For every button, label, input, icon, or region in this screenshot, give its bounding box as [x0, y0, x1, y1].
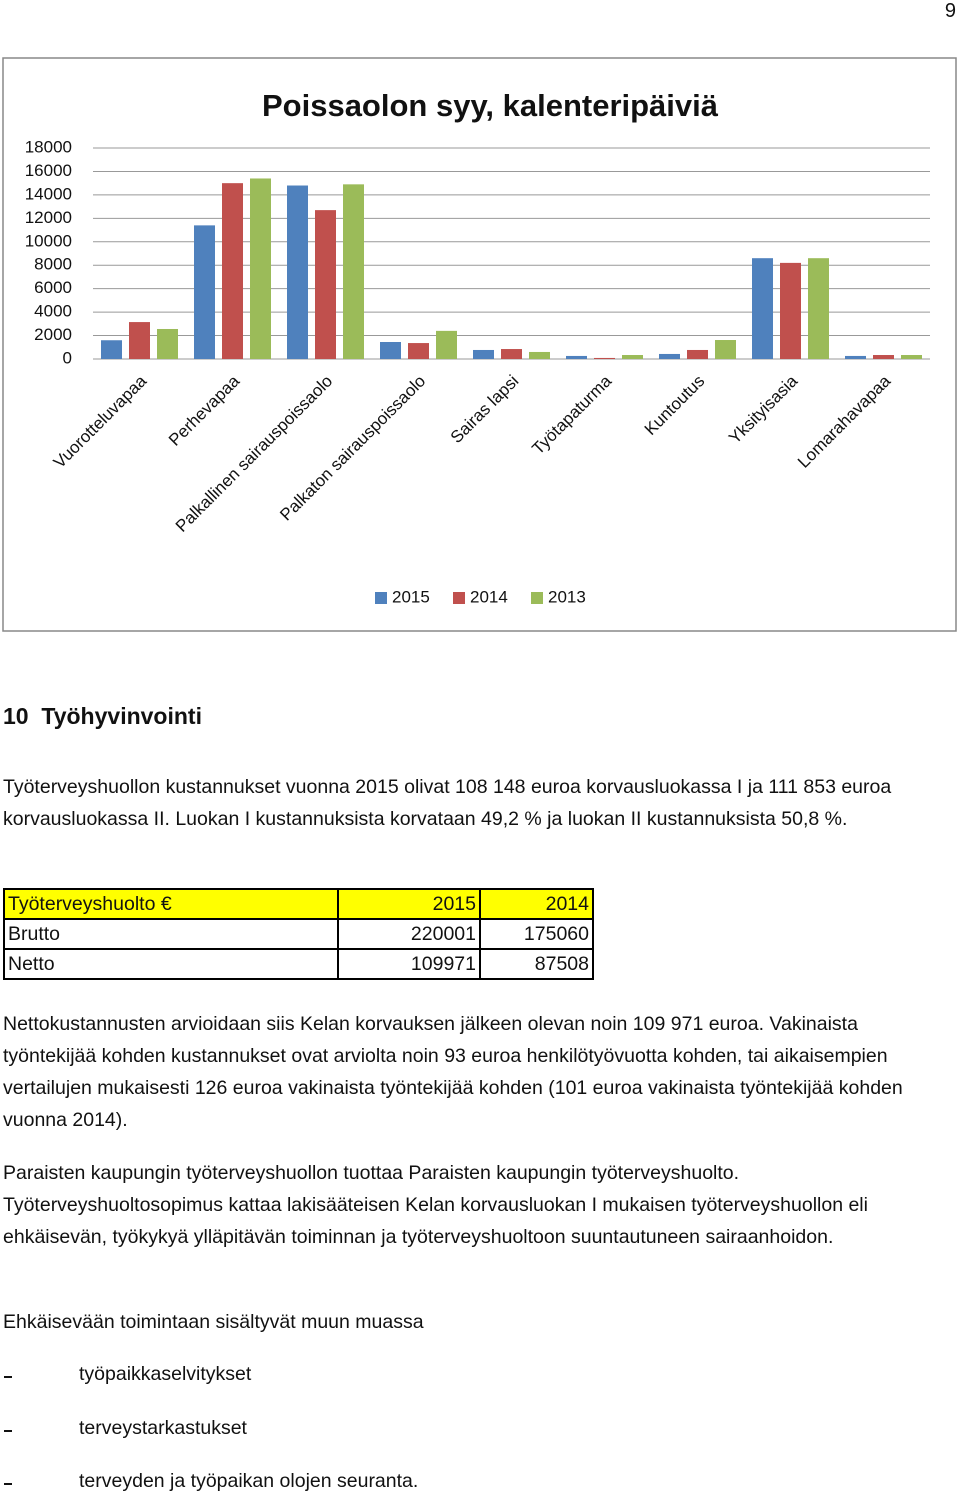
- bar: [380, 342, 401, 359]
- bar: [343, 184, 364, 359]
- x-tick-label: Sairas lapsi: [447, 371, 523, 447]
- y-tick-label: 0: [63, 348, 72, 367]
- bar: [250, 178, 271, 359]
- y-tick-label: 6000: [34, 278, 72, 297]
- section-heading: 10 Työhyvinvointi: [3, 703, 202, 730]
- list-intro: Ehkäisevään toimintaan sisältyvät muun m…: [3, 1311, 424, 1333]
- legend-label: 2013: [548, 587, 586, 606]
- bar: [901, 355, 922, 359]
- paragraph: Työterveyshuollon kustannukset vuonna 20…: [3, 776, 892, 830]
- bar: [315, 210, 336, 359]
- bar: [845, 355, 866, 359]
- bar: [752, 258, 773, 359]
- bar: [287, 185, 308, 359]
- x-tick-label: Vuorotteluvapaa: [50, 371, 151, 472]
- x-tick-label: Palkallinen sairauspoissaolo: [172, 371, 336, 535]
- bar: [129, 322, 150, 359]
- bar: [808, 258, 829, 359]
- x-tick-label: Työtapaturma: [528, 371, 615, 458]
- x-tick-label: Perhevapaa: [165, 371, 244, 450]
- bar: [473, 349, 494, 359]
- bar: [622, 355, 643, 359]
- bar: [157, 328, 178, 359]
- y-tick-label: 10000: [25, 231, 72, 250]
- table-cell: 87508: [479, 948, 594, 980]
- list-item: terveyden ja työpaikan olojen seuranta.: [79, 1470, 419, 1492]
- bar: [873, 355, 894, 359]
- bar: [436, 330, 457, 359]
- bar: [687, 349, 708, 359]
- list-dash: [4, 1430, 12, 1432]
- bar: [101, 340, 122, 359]
- table-cell: Brutto: [3, 918, 339, 950]
- legend-label: 2015: [392, 587, 430, 606]
- bar: [715, 340, 736, 359]
- bar: [501, 349, 522, 359]
- chart-title: Poissaolon syy, kalenteripäiviä: [262, 88, 719, 123]
- paragraph: Nettokustannusten arvioidaan siis Kelan …: [3, 1013, 903, 1131]
- y-tick-label: 18000: [25, 137, 72, 156]
- table-header: 2015: [337, 888, 481, 920]
- y-tick-label: 12000: [25, 208, 72, 227]
- bar: [659, 353, 680, 359]
- chart-frame: [2, 57, 957, 632]
- section-number: 10: [3, 703, 29, 729]
- paragraph: Paraisten kaupungin työterveyshuollon tu…: [3, 1162, 868, 1248]
- cost-table: Työterveyshuolto € 2015 2014 Brutto 2200…: [3, 888, 594, 980]
- bar: [194, 225, 215, 359]
- table-header: Työterveyshuolto €: [3, 888, 339, 920]
- bar: [408, 343, 429, 359]
- table-cell: 220001: [337, 918, 481, 950]
- table-cell: 175060: [479, 918, 594, 950]
- x-tick-label: Lomarahavapaa: [794, 371, 895, 472]
- table-cell: Netto: [3, 948, 339, 980]
- page-number: 9: [944, 0, 956, 22]
- legend-swatch: [453, 592, 465, 604]
- legend-label: 2014: [470, 587, 508, 606]
- table-header: 2014: [479, 888, 594, 920]
- legend-swatch: [375, 592, 387, 604]
- bar: [780, 262, 801, 359]
- y-tick-label: 4000: [34, 302, 72, 321]
- bar: [594, 357, 615, 359]
- x-tick-label: Yksityisasia: [725, 371, 802, 448]
- list-item: työpaikkaselvitykset: [79, 1363, 252, 1385]
- legend-swatch: [531, 592, 543, 604]
- bar: [566, 355, 587, 359]
- y-tick-label: 8000: [34, 255, 72, 274]
- y-tick-label: 14000: [25, 184, 72, 203]
- chart: Poissaolon syy, kalenteripäiviä 0 2000 400…: [2, 57, 957, 632]
- bar: [529, 351, 550, 359]
- y-tick-label: 16000: [25, 161, 72, 180]
- list-item: terveystarkastukset: [79, 1417, 247, 1439]
- table-cell: 109971: [337, 948, 481, 980]
- list-dash: [4, 1376, 12, 1378]
- x-tick-label: Kuntoutus: [641, 371, 709, 439]
- section-title: Työhyvinvointi: [41, 703, 202, 729]
- list-dash: [4, 1483, 12, 1485]
- y-tick-label: 2000: [34, 325, 72, 344]
- bar: [222, 183, 243, 359]
